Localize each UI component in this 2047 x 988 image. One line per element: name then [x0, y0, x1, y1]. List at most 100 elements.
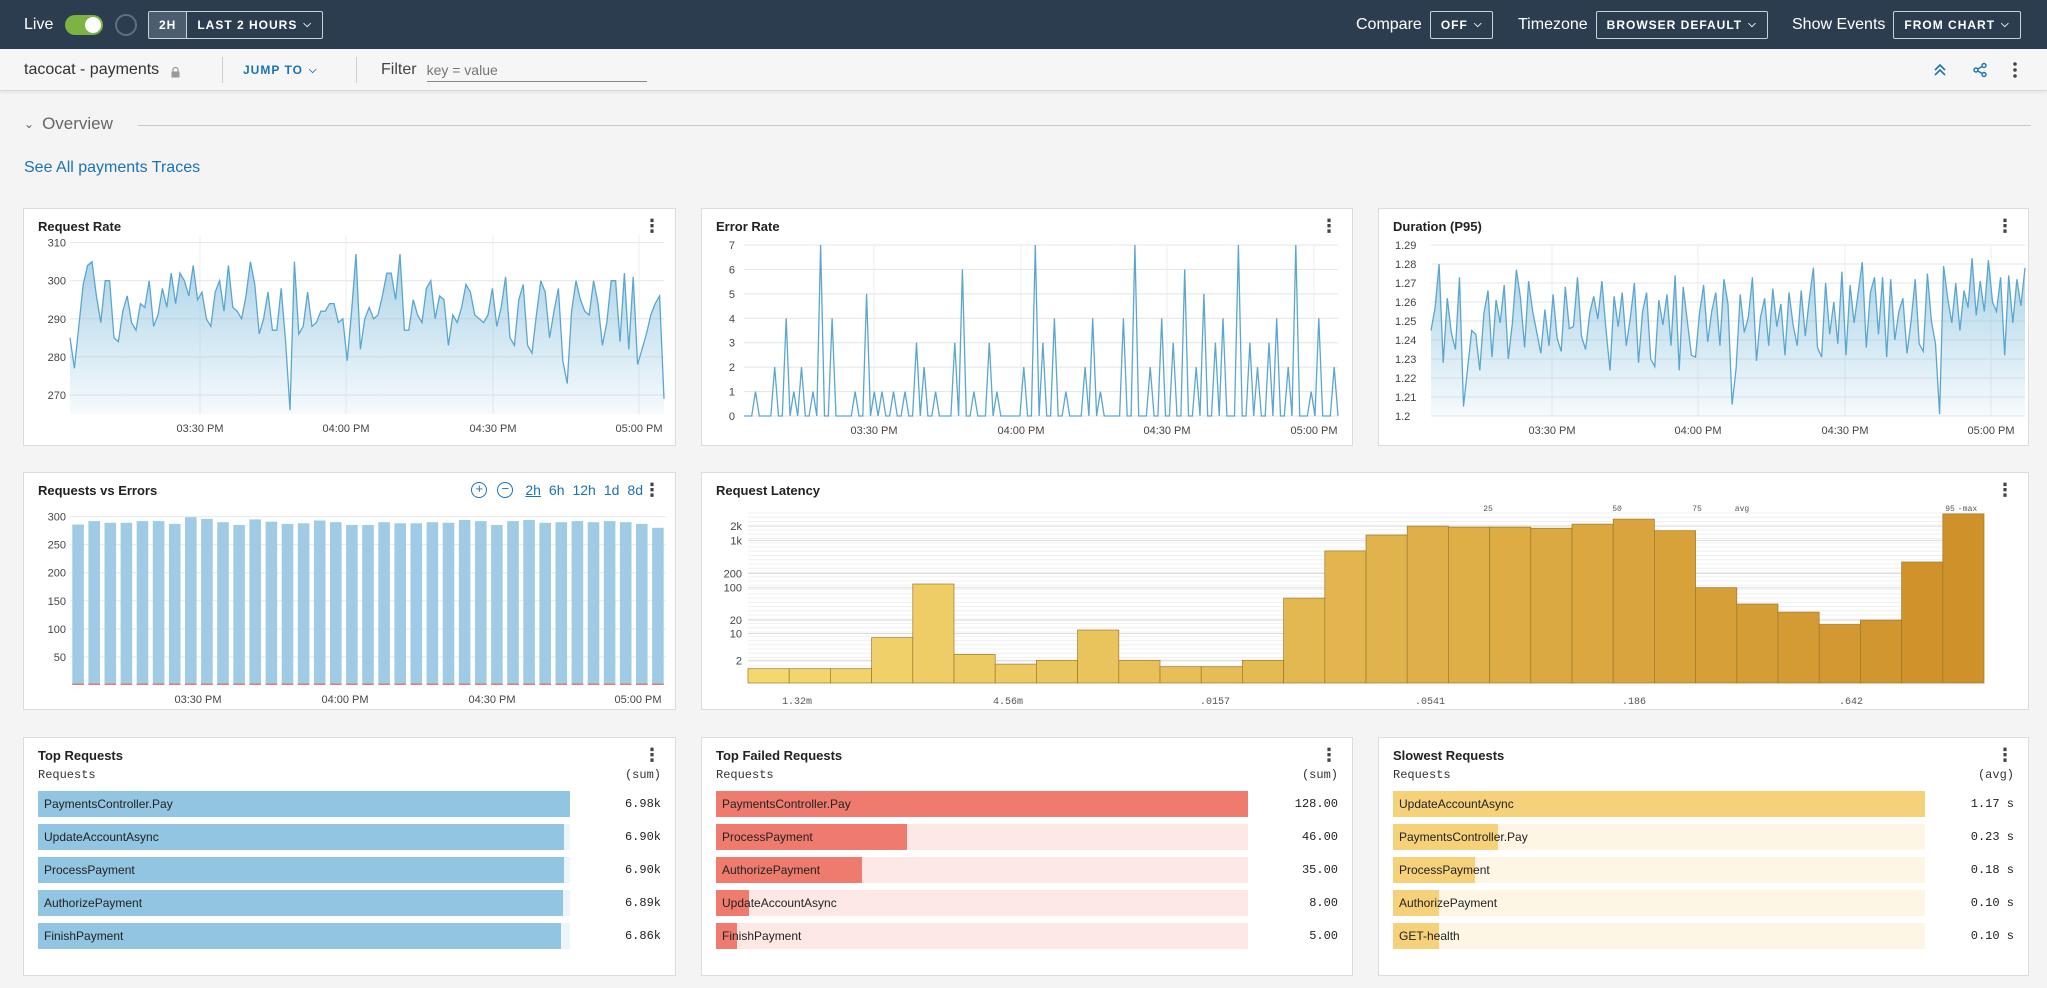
percentile-marker: avg — [1735, 505, 1750, 514]
request-bar — [249, 519, 261, 685]
histogram-bar — [1283, 597, 1326, 684]
slowest-requests-panel: Slowest Requests ⋮ Requests (avg) Update… — [1378, 737, 2029, 976]
x-tick-label: 05:00 PM — [615, 423, 662, 435]
panel-title: Request Rate — [38, 219, 122, 234]
y-tick-label: 4 — [729, 313, 735, 325]
table-row[interactable]: PaymentsController.Pay 0.23 s — [1393, 824, 2014, 850]
column-header-sum: (sum) — [1301, 768, 1338, 782]
timezone-dropdown[interactable]: BROWSER DEFAULT ⌵ — [1595, 10, 1768, 39]
error-rate-panel: Error Rate ⋮ 0 1 2 3 4 5 6 7 03:30 PM 04:00 PM 04:… — [701, 208, 1353, 446]
value-bar — [1393, 923, 1439, 949]
request-bar — [458, 520, 471, 685]
jump-to-dropdown[interactable]: JUMP TO ⌵ — [243, 63, 318, 77]
request-bar — [201, 518, 213, 685]
histogram-bar — [953, 654, 996, 684]
request-value: 0.10 s — [1970, 929, 2014, 943]
table-row[interactable]: ProcessPayment 46.00 — [716, 824, 1338, 850]
marker-separator: - — [1958, 505, 1963, 514]
show-events-dropdown[interactable]: FROM CHART ⌵ — [1893, 10, 2021, 39]
zoom-2h-button[interactable]: 2h — [525, 482, 541, 498]
table-row[interactable]: FinishPayment 6.86k — [38, 923, 661, 949]
y-tick-label: 1.22 — [1395, 373, 1416, 385]
x-tick-label: 1.32m — [782, 697, 812, 708]
series-line — [1430, 258, 2026, 415]
table-row[interactable]: GET-health 0.10 s — [1393, 923, 2014, 949]
filter-input[interactable] — [426, 58, 647, 82]
panel-menu-icon[interactable]: ⋮ — [1996, 745, 2014, 765]
table-row[interactable]: UpdateAccountAsync 1.17 s — [1393, 791, 2014, 817]
table-row[interactable]: PaymentsController.Pay 6.98k — [38, 791, 661, 817]
request-bar — [104, 522, 117, 685]
table-row[interactable]: ProcessPayment 0.18 s — [1393, 857, 2014, 883]
histogram-bar — [1077, 629, 1120, 684]
compare-dropdown[interactable]: OFF ⌵ — [1429, 10, 1494, 39]
request-value: 6.86k — [624, 929, 661, 943]
table-row[interactable]: AuthorizePayment 6.89k — [38, 890, 661, 916]
column-header-sum: (sum) — [624, 768, 661, 782]
error-bar — [426, 683, 439, 685]
table-row[interactable]: PaymentsController.Pay 128.00 — [716, 791, 1338, 817]
share-icon[interactable] — [1972, 49, 1988, 91]
panel-menu-icon[interactable]: ⋮ — [643, 745, 661, 765]
request-bar — [88, 521, 100, 685]
histogram-bar — [1324, 550, 1367, 684]
panel-menu-icon[interactable]: ⋮ — [643, 216, 661, 236]
value-bar — [38, 857, 564, 883]
time-range-dropdown[interactable]: LAST 2 HOURS ⌵ — [187, 10, 323, 39]
panel-menu-icon[interactable]: ⋮ — [1996, 216, 2014, 236]
refresh-spinner-icon — [115, 13, 138, 36]
histogram-bar — [1242, 659, 1284, 684]
zoom-1d-button[interactable]: 1d — [603, 482, 620, 498]
y-tick-label: 6 — [729, 264, 735, 276]
y-tick-label: 7 — [729, 240, 735, 252]
y-tick-label: 200 — [724, 569, 742, 581]
table-row[interactable]: FinishPayment 5.00 — [716, 923, 1338, 949]
zoom-out-icon[interactable]: − — [497, 482, 514, 498]
panel-menu-icon[interactable]: ⋮ — [1996, 480, 2014, 500]
series-area — [70, 254, 664, 414]
panel-menu-icon[interactable]: ⋮ — [643, 480, 661, 500]
histogram-bar — [1448, 526, 1490, 684]
panel-menu-icon[interactable]: ⋮ — [1320, 216, 1338, 236]
table-row[interactable]: UpdateAccountAsync 6.90k — [38, 824, 661, 850]
x-tick-label: 03:30 PM — [176, 423, 223, 435]
live-toggle[interactable] — [65, 14, 104, 35]
see-all-traces-link[interactable]: See All payments Traces — [24, 159, 201, 176]
error-bar — [523, 683, 535, 685]
error-bar — [185, 683, 197, 685]
top-requests-panel: Top Requests ⋮ Requests (sum) PaymentsCo… — [23, 737, 676, 976]
zoom-6h-button[interactable]: 6h — [548, 482, 565, 498]
table-row[interactable]: ProcessPayment 6.90k — [38, 857, 661, 883]
y-tick-label: 1.29 — [1395, 240, 1416, 252]
request-bar — [539, 522, 551, 685]
duration-panel: Duration (P95) ⋮ 1.2 1.21 1.22 1.23 1.24 1.25… — [1378, 208, 2029, 446]
overview-label: Overview — [42, 114, 113, 133]
y-tick-label: 1.21 — [1395, 392, 1416, 404]
chevron-down-icon: ⌵ — [1473, 19, 1483, 30]
range-short-button[interactable]: 2H — [148, 10, 188, 39]
histogram-bar — [1860, 619, 1902, 684]
more-options-icon[interactable] — [2012, 49, 2018, 91]
request-bar — [378, 522, 390, 685]
zoom-in-icon[interactable]: + — [471, 482, 488, 498]
table-row[interactable]: AuthorizePayment 35.00 — [716, 857, 1338, 883]
error-bar — [587, 683, 600, 685]
histogram-bar — [747, 668, 790, 684]
request-value: 6.89k — [624, 896, 661, 910]
x-tick-label: 04:00 PM — [997, 425, 1044, 437]
table-row[interactable]: UpdateAccountAsync 8.00 — [716, 890, 1338, 916]
table-row[interactable]: AuthorizePayment 0.10 s — [1393, 890, 2014, 916]
x-tick-label: 03:30 PM — [1528, 425, 1575, 437]
panel-menu-icon[interactable]: ⋮ — [1320, 745, 1338, 765]
collapse-all-icon[interactable] — [1932, 49, 1948, 91]
y-tick-label: 300 — [48, 276, 66, 288]
zoom-8d-button[interactable]: 8d — [627, 482, 643, 498]
value-bar — [1393, 791, 1925, 817]
request-value: 8.00 — [1309, 896, 1338, 910]
y-tick-label: 1k — [730, 535, 742, 547]
request-bar — [555, 522, 568, 685]
overview-section-header[interactable]: ⌄ Overview — [24, 114, 113, 134]
zoom-12h-button[interactable]: 12h — [572, 482, 596, 498]
chevron-down-icon: ⌵ — [2001, 19, 2010, 30]
value-bar — [716, 791, 1248, 817]
